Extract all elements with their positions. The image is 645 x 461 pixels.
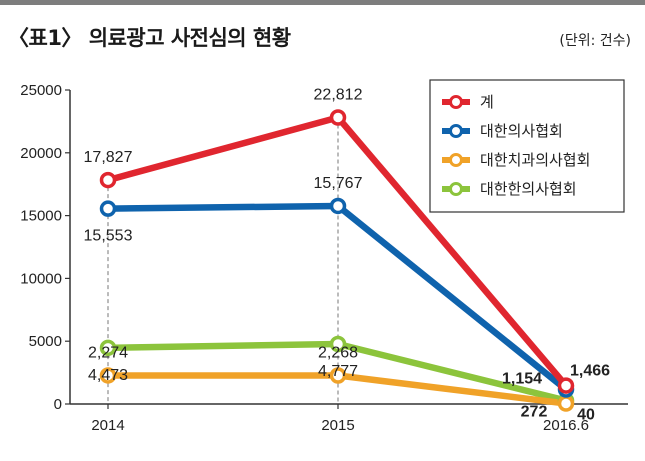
data-label: 17,827 xyxy=(84,149,133,166)
data-label: 1,466 xyxy=(570,363,610,380)
data-label: 40 xyxy=(577,406,595,423)
y-tick-label: 25000 xyxy=(20,82,62,99)
y-tick-label: 0 xyxy=(54,396,62,413)
data-label: 272 xyxy=(521,404,548,421)
y-tick-label: 10000 xyxy=(20,270,62,287)
data-label: 4,473 xyxy=(88,367,128,384)
data-point xyxy=(329,109,347,126)
series-line xyxy=(104,202,570,393)
chart-title: 〈표1〉 의료광고 사전심의 현황 xyxy=(8,26,291,50)
legend-label: 계 xyxy=(480,93,494,111)
x-tick-label: 2014 xyxy=(91,417,124,434)
legend-swatch-marker xyxy=(449,95,463,109)
data-point xyxy=(329,335,347,353)
data-point xyxy=(99,339,117,357)
y-tick-label: 15000 xyxy=(20,208,62,225)
data-label: 1,154 xyxy=(502,371,542,388)
data-point xyxy=(329,197,347,215)
data-label: 15,553 xyxy=(84,228,133,245)
data-label: 2,274 xyxy=(88,344,128,361)
y-tick-label: 20000 xyxy=(20,145,62,162)
legend-label: 대한한의사협회 xyxy=(480,180,577,198)
data-label: 2,268 xyxy=(318,345,358,362)
data-point xyxy=(99,171,117,189)
legend-label: 대한의사협회 xyxy=(480,122,563,140)
legend-label: 대한치과의사협회 xyxy=(480,151,590,169)
top-rule xyxy=(0,0,645,5)
data-point xyxy=(99,367,117,384)
legend-swatch-marker xyxy=(449,153,463,167)
legend-swatch-marker xyxy=(449,182,463,196)
data-label: 22,812 xyxy=(314,86,363,103)
y-tick-label: 5000 xyxy=(29,333,62,350)
legend-swatch-marker xyxy=(449,124,463,138)
x-tick-label: 2015 xyxy=(321,417,354,434)
data-point xyxy=(557,395,575,412)
unit-label: (단위: 건수) xyxy=(559,33,631,49)
data-label: 4,777 xyxy=(318,363,358,380)
data-point xyxy=(99,200,117,217)
data-label: 15,767 xyxy=(314,175,363,192)
data-point xyxy=(329,367,347,384)
x-tick-label: 2016.6 xyxy=(543,417,589,434)
data-point xyxy=(557,377,575,394)
